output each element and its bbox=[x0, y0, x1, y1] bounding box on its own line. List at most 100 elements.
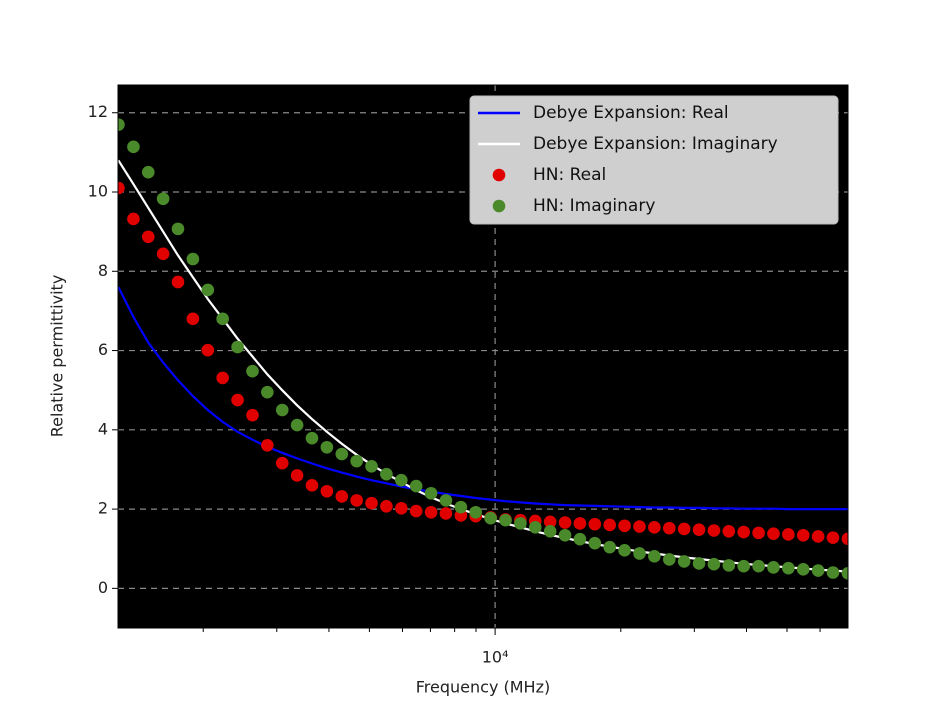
scatter-point bbox=[216, 312, 229, 326]
scatter-point bbox=[603, 518, 617, 532]
scatter-point bbox=[156, 192, 170, 206]
scatter-point bbox=[573, 517, 587, 530]
scatter-point bbox=[201, 343, 215, 357]
scatter-point bbox=[305, 431, 319, 445]
scatter-point bbox=[588, 536, 602, 550]
scatter-point bbox=[380, 500, 393, 513]
scatter-point bbox=[365, 496, 378, 510]
scatter-point bbox=[618, 519, 631, 533]
scatter-point bbox=[275, 403, 289, 417]
scatter-point bbox=[588, 517, 602, 531]
scatter-point bbox=[633, 547, 646, 560]
scatter-point bbox=[558, 528, 572, 542]
scatter-point bbox=[841, 532, 848, 546]
scatter-point bbox=[424, 505, 438, 519]
scatter-point bbox=[499, 513, 512, 527]
scatter-point bbox=[335, 447, 349, 461]
scatter-point bbox=[395, 502, 408, 515]
scatter-point bbox=[118, 181, 125, 195]
series-line bbox=[118, 286, 848, 511]
scatter-point bbox=[796, 563, 810, 576]
scatter-point bbox=[767, 561, 780, 574]
legend-text: Debye Expansion: Imaginary bbox=[533, 134, 778, 154]
scatter-point bbox=[246, 364, 259, 378]
scatter-point bbox=[380, 467, 393, 481]
scatter-point bbox=[648, 549, 661, 563]
scatter-point bbox=[156, 247, 170, 261]
scatter-point bbox=[796, 528, 810, 542]
scatter-point bbox=[409, 479, 423, 493]
scatter-point bbox=[752, 526, 765, 540]
scatter-point bbox=[737, 525, 750, 539]
scatter-point bbox=[439, 494, 453, 507]
scatter-point bbox=[275, 456, 289, 470]
scatter-point bbox=[707, 524, 721, 537]
y-tick-label: 10 bbox=[88, 182, 108, 201]
y-tick-label: 4 bbox=[98, 419, 108, 438]
scatter-point bbox=[171, 275, 185, 289]
y-tick-label: 0 bbox=[98, 578, 108, 597]
y-tick-label: 6 bbox=[98, 340, 108, 359]
scatter-point bbox=[662, 553, 676, 566]
scatter-point bbox=[677, 555, 691, 568]
scatter-point bbox=[246, 408, 259, 422]
scatter-point bbox=[826, 566, 840, 579]
scatter-point bbox=[350, 494, 363, 507]
scatter-point bbox=[618, 544, 631, 557]
scatter-point bbox=[469, 505, 483, 519]
legend-swatch bbox=[492, 168, 506, 182]
scatter-point bbox=[290, 418, 304, 432]
scatter-point bbox=[141, 230, 155, 244]
scatter-point bbox=[409, 504, 423, 518]
scatter-point bbox=[752, 559, 765, 573]
scatter-point bbox=[737, 559, 750, 573]
scatter-point bbox=[826, 531, 840, 544]
scatter-point bbox=[305, 479, 319, 492]
scatter-point bbox=[543, 524, 557, 538]
scatter-point bbox=[395, 473, 408, 487]
scatter-point bbox=[335, 490, 349, 503]
y-tick-label: 8 bbox=[98, 261, 108, 280]
y-tick-label: 12 bbox=[88, 102, 108, 121]
scatter-point bbox=[186, 252, 200, 266]
scatter-point bbox=[841, 567, 848, 580]
scatter-point bbox=[261, 438, 274, 452]
scatter-point bbox=[811, 530, 825, 543]
scatter-point bbox=[573, 532, 587, 546]
scatter-point bbox=[454, 500, 468, 514]
legend-text: HN: Imaginary bbox=[533, 196, 655, 216]
scatter-point bbox=[290, 469, 304, 482]
scatter-point bbox=[141, 165, 155, 179]
scatter-point bbox=[118, 118, 125, 131]
scatter-point bbox=[707, 557, 721, 571]
scatter-point bbox=[603, 540, 617, 554]
scatter-point bbox=[484, 511, 497, 525]
scatter-point bbox=[320, 484, 334, 498]
scatter-point bbox=[186, 312, 200, 326]
scatter-point bbox=[424, 486, 438, 500]
scatter-point bbox=[677, 522, 691, 536]
scatter-point bbox=[782, 561, 795, 575]
scatter-point bbox=[350, 454, 363, 468]
scatter-point bbox=[216, 371, 229, 385]
scatter-point bbox=[231, 393, 244, 407]
scatter-point bbox=[767, 527, 780, 540]
scatter-point bbox=[514, 517, 527, 530]
scatter-point bbox=[528, 521, 542, 534]
scatter-point bbox=[201, 283, 215, 297]
scatter-point bbox=[722, 559, 736, 572]
scatter-point bbox=[439, 507, 453, 520]
scatter-point bbox=[722, 524, 736, 538]
scatter-point bbox=[261, 385, 274, 399]
scatter-point bbox=[648, 521, 661, 534]
scatter-point bbox=[811, 564, 825, 577]
y-tick-label: 2 bbox=[98, 499, 108, 518]
scatter-point bbox=[782, 528, 795, 541]
y-axis-label: Relative permittivity bbox=[48, 275, 67, 438]
scatter-point bbox=[127, 140, 140, 154]
scatter-point bbox=[543, 515, 557, 529]
legend-box bbox=[469, 95, 839, 225]
x-tick-label: 10⁴ bbox=[482, 648, 509, 667]
